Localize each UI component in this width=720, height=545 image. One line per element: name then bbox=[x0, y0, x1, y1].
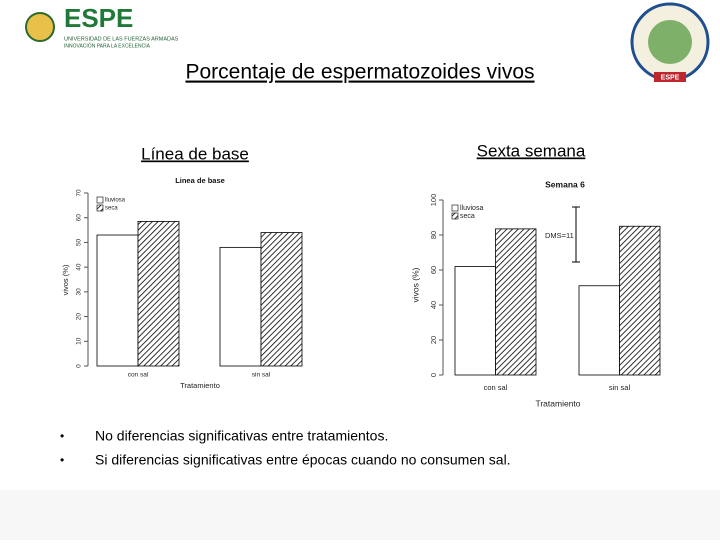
y-tick-label: 60 bbox=[76, 214, 83, 222]
bar bbox=[219, 246, 262, 367]
y-tick-label: 10 bbox=[76, 337, 83, 345]
y-tick-label: 40 bbox=[76, 263, 83, 271]
y-tick-label: 0 bbox=[429, 373, 438, 377]
legend-swatch bbox=[451, 212, 459, 220]
x-tick-label: con sal bbox=[484, 383, 508, 392]
slide-title: Porcentaje de espermatozoides vivos bbox=[185, 61, 534, 84]
bullet-text: Si diferencias significativas entre époc… bbox=[95, 452, 511, 468]
espe-logo: ESPE UNIVERSIDAD DE LAS FUERZAS ARMADAS … bbox=[25, 3, 179, 49]
y-tick-label: 50 bbox=[76, 238, 83, 246]
bar bbox=[495, 228, 537, 376]
y-tick-label: 20 bbox=[429, 336, 438, 344]
logo-line: UNIVERSIDAD DE LAS FUERZAS ARMADAS bbox=[64, 36, 179, 42]
logo-line: INNOVACIÓN PARA LA EXCELENCIA bbox=[64, 42, 151, 49]
logo-text: ESPE bbox=[64, 3, 133, 33]
y-tick-label: 20 bbox=[76, 313, 83, 321]
seal-band bbox=[654, 72, 686, 82]
y-tick-label: 30 bbox=[76, 288, 83, 296]
legend-swatch bbox=[451, 204, 459, 212]
legend-label: seca bbox=[460, 213, 475, 220]
bar bbox=[454, 266, 496, 376]
x-tick-label: sin sal bbox=[252, 372, 271, 379]
legend-label: lluviosa bbox=[460, 205, 483, 212]
y-tick-label: 60 bbox=[429, 266, 438, 274]
bullet-dot: • bbox=[60, 429, 64, 443]
bullet-text: No diferencias significativas entre trat… bbox=[95, 428, 388, 444]
legend-label: seca bbox=[105, 206, 118, 212]
x-tick-label: sin sal bbox=[609, 383, 631, 392]
y-axis-label: vivos (%) bbox=[61, 264, 70, 295]
seal-text: ESPE bbox=[661, 74, 680, 81]
chart-title: Linea de base bbox=[175, 176, 225, 185]
subtitle: Línea de base bbox=[141, 144, 249, 163]
y-tick-label: 0 bbox=[76, 364, 83, 368]
y-tick-label: 40 bbox=[429, 301, 438, 309]
annotation: DMS=11 bbox=[545, 231, 574, 240]
bar bbox=[137, 221, 180, 367]
bullet-dot: • bbox=[60, 453, 64, 467]
subtitle: Sexta semana bbox=[477, 141, 586, 160]
bar bbox=[96, 234, 139, 367]
x-axis-label: Tratamiento bbox=[180, 381, 220, 390]
y-tick-label: 100 bbox=[429, 194, 438, 207]
bar bbox=[260, 232, 303, 367]
x-tick-label: con sal bbox=[128, 372, 149, 379]
y-tick-label: 70 bbox=[76, 189, 83, 197]
footer-band bbox=[0, 490, 720, 540]
right-logo: ESPE bbox=[630, 2, 710, 82]
chart-title: Semana 6 bbox=[545, 179, 585, 189]
seal-center bbox=[648, 20, 692, 64]
bar bbox=[578, 285, 620, 376]
legend-swatch bbox=[96, 204, 104, 212]
x-axis-label: Tratamiento bbox=[535, 398, 580, 408]
y-axis-label: vivos (%) bbox=[410, 267, 420, 302]
crest bbox=[25, 12, 55, 42]
legend-swatch bbox=[96, 196, 104, 204]
y-tick-label: 80 bbox=[429, 231, 438, 239]
legend-label: lluviosa bbox=[105, 198, 126, 204]
bar bbox=[619, 225, 661, 376]
